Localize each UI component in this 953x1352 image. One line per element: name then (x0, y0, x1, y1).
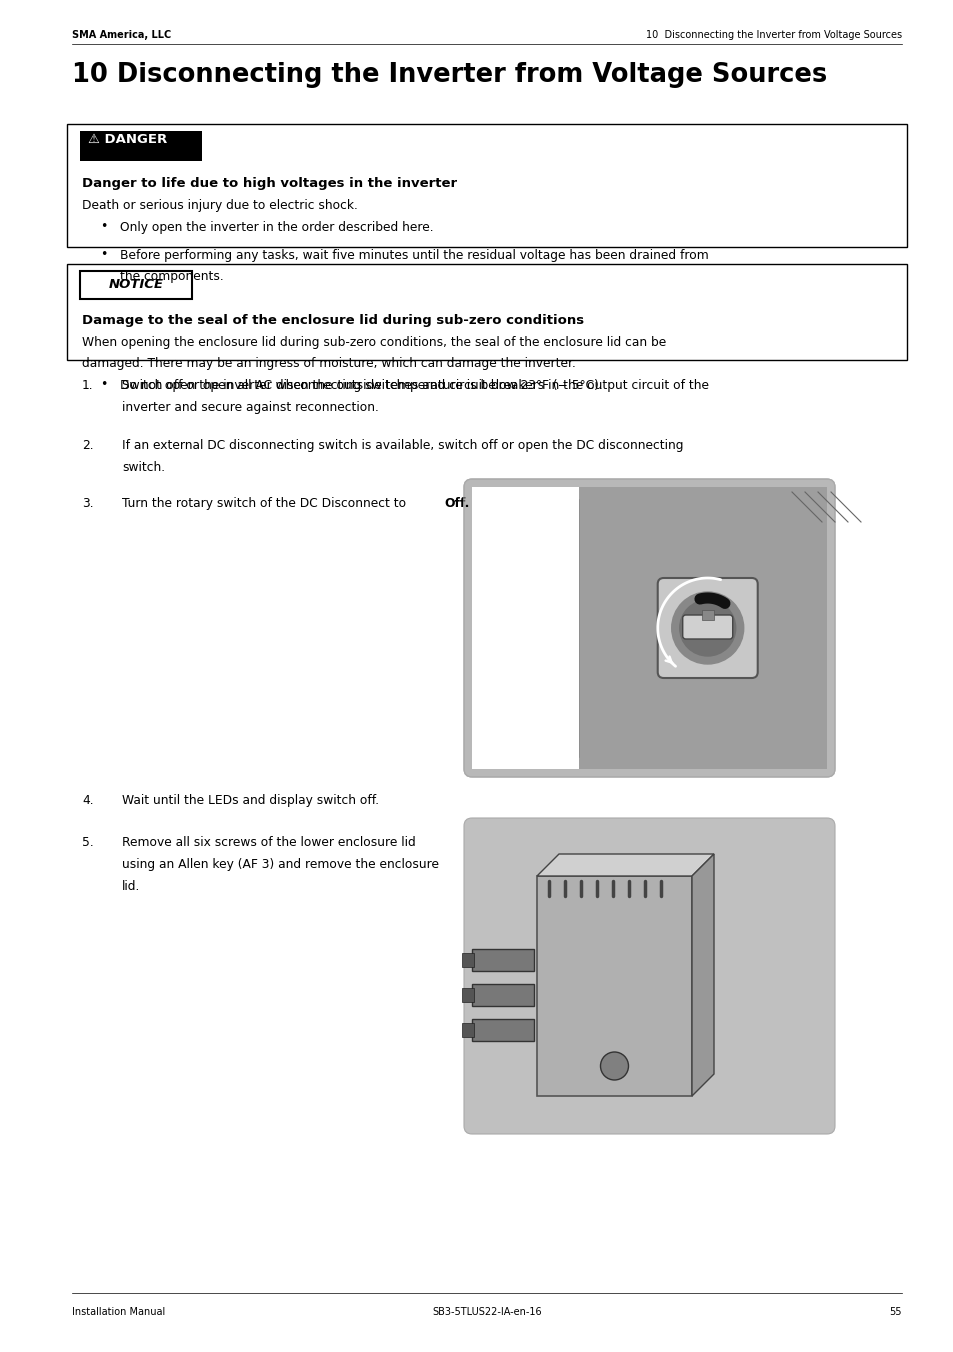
Bar (472, 949, 534, 971)
Text: lid.: lid. (122, 880, 140, 894)
Text: NOTICE: NOTICE (109, 279, 163, 292)
Circle shape (671, 592, 743, 664)
Text: using an Allen key (AF 3) and remove the enclosure: using an Allen key (AF 3) and remove the… (122, 859, 438, 871)
Bar (67, 124, 906, 247)
Circle shape (599, 1052, 628, 1080)
Text: 10 Disconnecting the Inverter from Voltage Sources: 10 Disconnecting the Inverter from Volta… (71, 62, 826, 88)
FancyBboxPatch shape (463, 479, 834, 777)
Text: 55: 55 (888, 1307, 901, 1317)
Polygon shape (537, 854, 713, 876)
Text: If an external DC disconnecting switch is available, switch off or open the DC d: If an external DC disconnecting switch i… (122, 439, 682, 452)
Text: 2.: 2. (82, 439, 93, 452)
FancyBboxPatch shape (463, 818, 834, 1134)
Text: damaged. There may be an ingress of moisture, which can damage the inverter.: damaged. There may be an ingress of mois… (82, 357, 576, 370)
Text: •: • (100, 220, 108, 233)
Text: Installation Manual: Installation Manual (71, 1307, 165, 1317)
Text: Before performing any tasks, wait five minutes until the residual voltage has be: Before performing any tasks, wait five m… (120, 249, 708, 262)
Text: Do not open the inverter when the outside temperature is below 23°F (− 5°C).: Do not open the inverter when the outsid… (120, 379, 602, 392)
Bar (80, 131, 202, 161)
Text: 1.: 1. (82, 379, 93, 392)
Text: When opening the enclosure lid during sub-zero conditions, the seal of the enclo: When opening the enclosure lid during su… (82, 337, 665, 349)
Text: Turn the rotary switch of the DC Disconnect to: Turn the rotary switch of the DC Disconn… (122, 498, 410, 510)
Text: •: • (100, 379, 108, 391)
Bar (472, 487, 578, 769)
Text: the components.: the components. (120, 270, 224, 283)
Text: 10  Disconnecting the Inverter from Voltage Sources: 10 Disconnecting the Inverter from Volta… (645, 30, 901, 41)
Circle shape (679, 600, 735, 656)
Bar (472, 984, 534, 1006)
Text: SB3-5TLUS22-IA-en-16: SB3-5TLUS22-IA-en-16 (432, 1307, 541, 1317)
Text: Death or serious injury due to electric shock.: Death or serious injury due to electric … (82, 199, 357, 212)
Text: inverter and secure against reconnection.: inverter and secure against reconnection… (122, 402, 378, 414)
Bar (701, 610, 713, 621)
Bar (461, 953, 474, 967)
Bar (80, 270, 192, 299)
Bar (67, 264, 906, 360)
Text: Switch off or open all AC disconnecting switches and circuit breakers in the out: Switch off or open all AC disconnecting … (122, 379, 708, 392)
Bar (461, 1023, 474, 1037)
Text: Danger to life due to high voltages in the inverter: Danger to life due to high voltages in t… (82, 177, 456, 191)
Text: Only open the inverter in the order described here.: Only open the inverter in the order desc… (120, 220, 434, 234)
FancyBboxPatch shape (657, 579, 757, 677)
Text: 5.: 5. (82, 836, 93, 849)
Text: ⚠ DANGER: ⚠ DANGER (88, 132, 167, 146)
Polygon shape (691, 854, 713, 1096)
Text: SMA America, LLC: SMA America, LLC (71, 30, 172, 41)
Text: 4.: 4. (82, 794, 93, 807)
Bar (578, 487, 826, 769)
Text: •: • (100, 247, 108, 261)
Text: Remove all six screws of the lower enclosure lid: Remove all six screws of the lower enclo… (122, 836, 416, 849)
FancyBboxPatch shape (682, 615, 732, 639)
Bar (472, 1019, 534, 1041)
Bar (537, 876, 691, 1096)
Text: switch.: switch. (122, 461, 165, 475)
Text: 3.: 3. (82, 498, 93, 510)
Bar (461, 988, 474, 1002)
Text: Damage to the seal of the enclosure lid during sub-zero conditions: Damage to the seal of the enclosure lid … (82, 314, 583, 327)
Text: Wait until the LEDs and display switch off.: Wait until the LEDs and display switch o… (122, 794, 378, 807)
Text: Off.: Off. (443, 498, 469, 510)
